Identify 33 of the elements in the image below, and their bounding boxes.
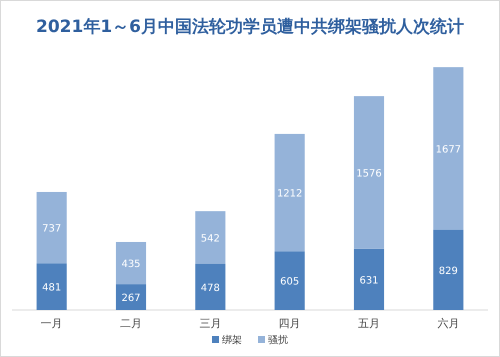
bar bbox=[195, 264, 226, 310]
x-tick-label: 六月 bbox=[437, 317, 460, 330]
bar bbox=[274, 134, 305, 252]
bar bbox=[433, 230, 464, 310]
data-label: 605 bbox=[280, 276, 300, 288]
bar bbox=[36, 263, 67, 310]
bar bbox=[274, 251, 305, 310]
bar bbox=[36, 192, 67, 264]
x-tick-label: 五月 bbox=[358, 317, 380, 330]
data-label: 1212 bbox=[276, 188, 302, 200]
x-tick-label: 四月 bbox=[278, 317, 301, 330]
data-label: 829 bbox=[438, 266, 458, 277]
bar bbox=[354, 96, 384, 249]
data-label: 631 bbox=[359, 275, 379, 286]
legend-label: 骚扰 bbox=[268, 334, 288, 346]
data-label: 737 bbox=[42, 224, 62, 235]
legend-label: 绑架 bbox=[222, 334, 242, 346]
data-label: 1677 bbox=[436, 144, 462, 156]
chart-title: 2021年1～6月中国法轮功学员遭中共绑架骚扰人次统计 bbox=[36, 17, 464, 37]
bar bbox=[116, 242, 146, 284]
data-label: 542 bbox=[200, 233, 220, 244]
x-tick-label: 二月 bbox=[120, 317, 142, 330]
bar bbox=[354, 248, 384, 310]
x-tick-label: 三月 bbox=[199, 317, 222, 330]
bar bbox=[433, 67, 464, 230]
data-label: 1576 bbox=[356, 168, 382, 180]
data-label: 481 bbox=[42, 282, 62, 294]
data-label: 267 bbox=[121, 293, 141, 304]
data-label: 435 bbox=[121, 259, 141, 270]
data-label: 478 bbox=[200, 282, 220, 294]
x-tick-label: 一月 bbox=[40, 317, 63, 330]
bar bbox=[195, 211, 226, 264]
bar bbox=[116, 284, 146, 310]
